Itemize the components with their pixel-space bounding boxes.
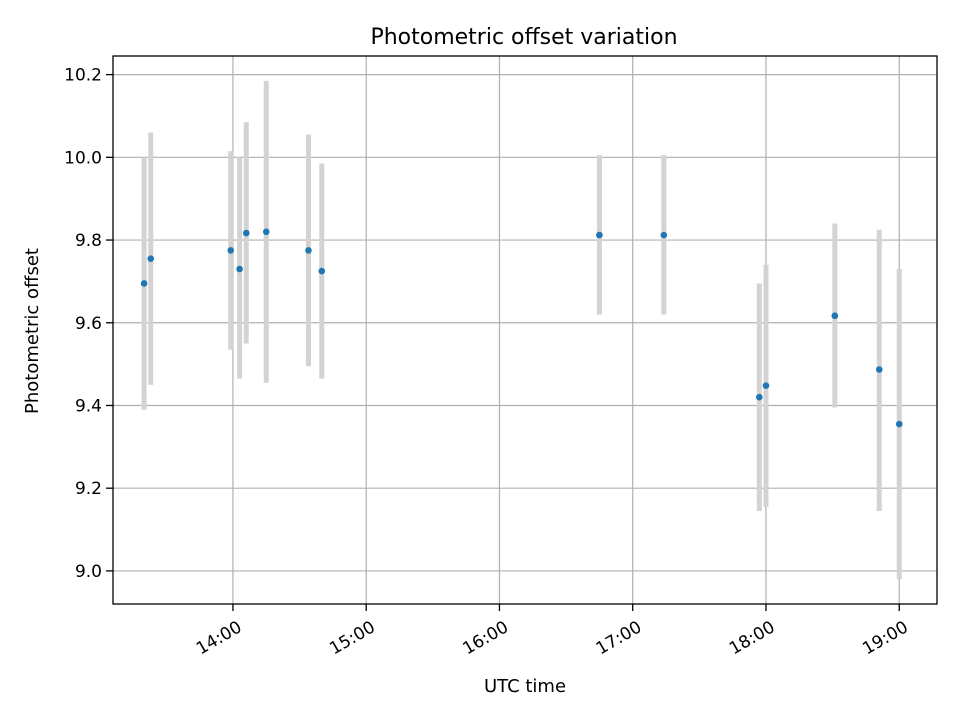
data-point bbox=[140, 280, 148, 287]
data-point bbox=[227, 247, 235, 254]
y-tick-label: 10.0 bbox=[64, 148, 102, 168]
y-tick-label: 9.0 bbox=[75, 562, 102, 582]
data-point bbox=[660, 231, 668, 239]
data-point bbox=[147, 255, 155, 262]
data-point bbox=[236, 265, 243, 273]
data-point bbox=[756, 393, 763, 401]
y-tick-label: 9.6 bbox=[75, 314, 102, 334]
y-axis: 9.0 9.2 9.4 9.6 9.8 10.0 10.2 bbox=[64, 66, 113, 582]
y-tick-label: 9.4 bbox=[75, 396, 102, 416]
grid bbox=[113, 56, 937, 604]
error-bars bbox=[141, 80, 902, 580]
x-axis: 14:00 15:00 16:00 17:00 18:00 19:00 bbox=[193, 604, 912, 659]
data-point bbox=[262, 228, 270, 236]
y-axis-label: Photometric offset bbox=[22, 248, 43, 414]
y-tick-label: 10.2 bbox=[64, 66, 102, 86]
data-point bbox=[762, 382, 770, 389]
plot-frame bbox=[112, 55, 938, 605]
x-axis-label: UTC time bbox=[484, 676, 566, 697]
data-point bbox=[318, 267, 326, 275]
x-tick-label: 14:00 bbox=[193, 617, 245, 659]
y-tick-label: 9.2 bbox=[75, 479, 102, 499]
data-point bbox=[831, 312, 839, 320]
data-point bbox=[242, 229, 250, 237]
chart-title: Photometric offset variation bbox=[370, 25, 677, 50]
x-tick-label: 17:00 bbox=[593, 617, 645, 659]
data-point bbox=[875, 366, 883, 373]
data-point bbox=[596, 231, 603, 239]
data-point bbox=[895, 420, 903, 428]
x-tick-label: 15:00 bbox=[326, 617, 378, 659]
y-tick-label: 9.8 bbox=[75, 231, 102, 251]
data-point bbox=[305, 247, 312, 254]
x-tick-label: 16:00 bbox=[460, 617, 512, 659]
x-tick-label: 19:00 bbox=[859, 617, 911, 659]
x-tick-label: 18:00 bbox=[726, 617, 778, 659]
data-points bbox=[140, 228, 903, 428]
